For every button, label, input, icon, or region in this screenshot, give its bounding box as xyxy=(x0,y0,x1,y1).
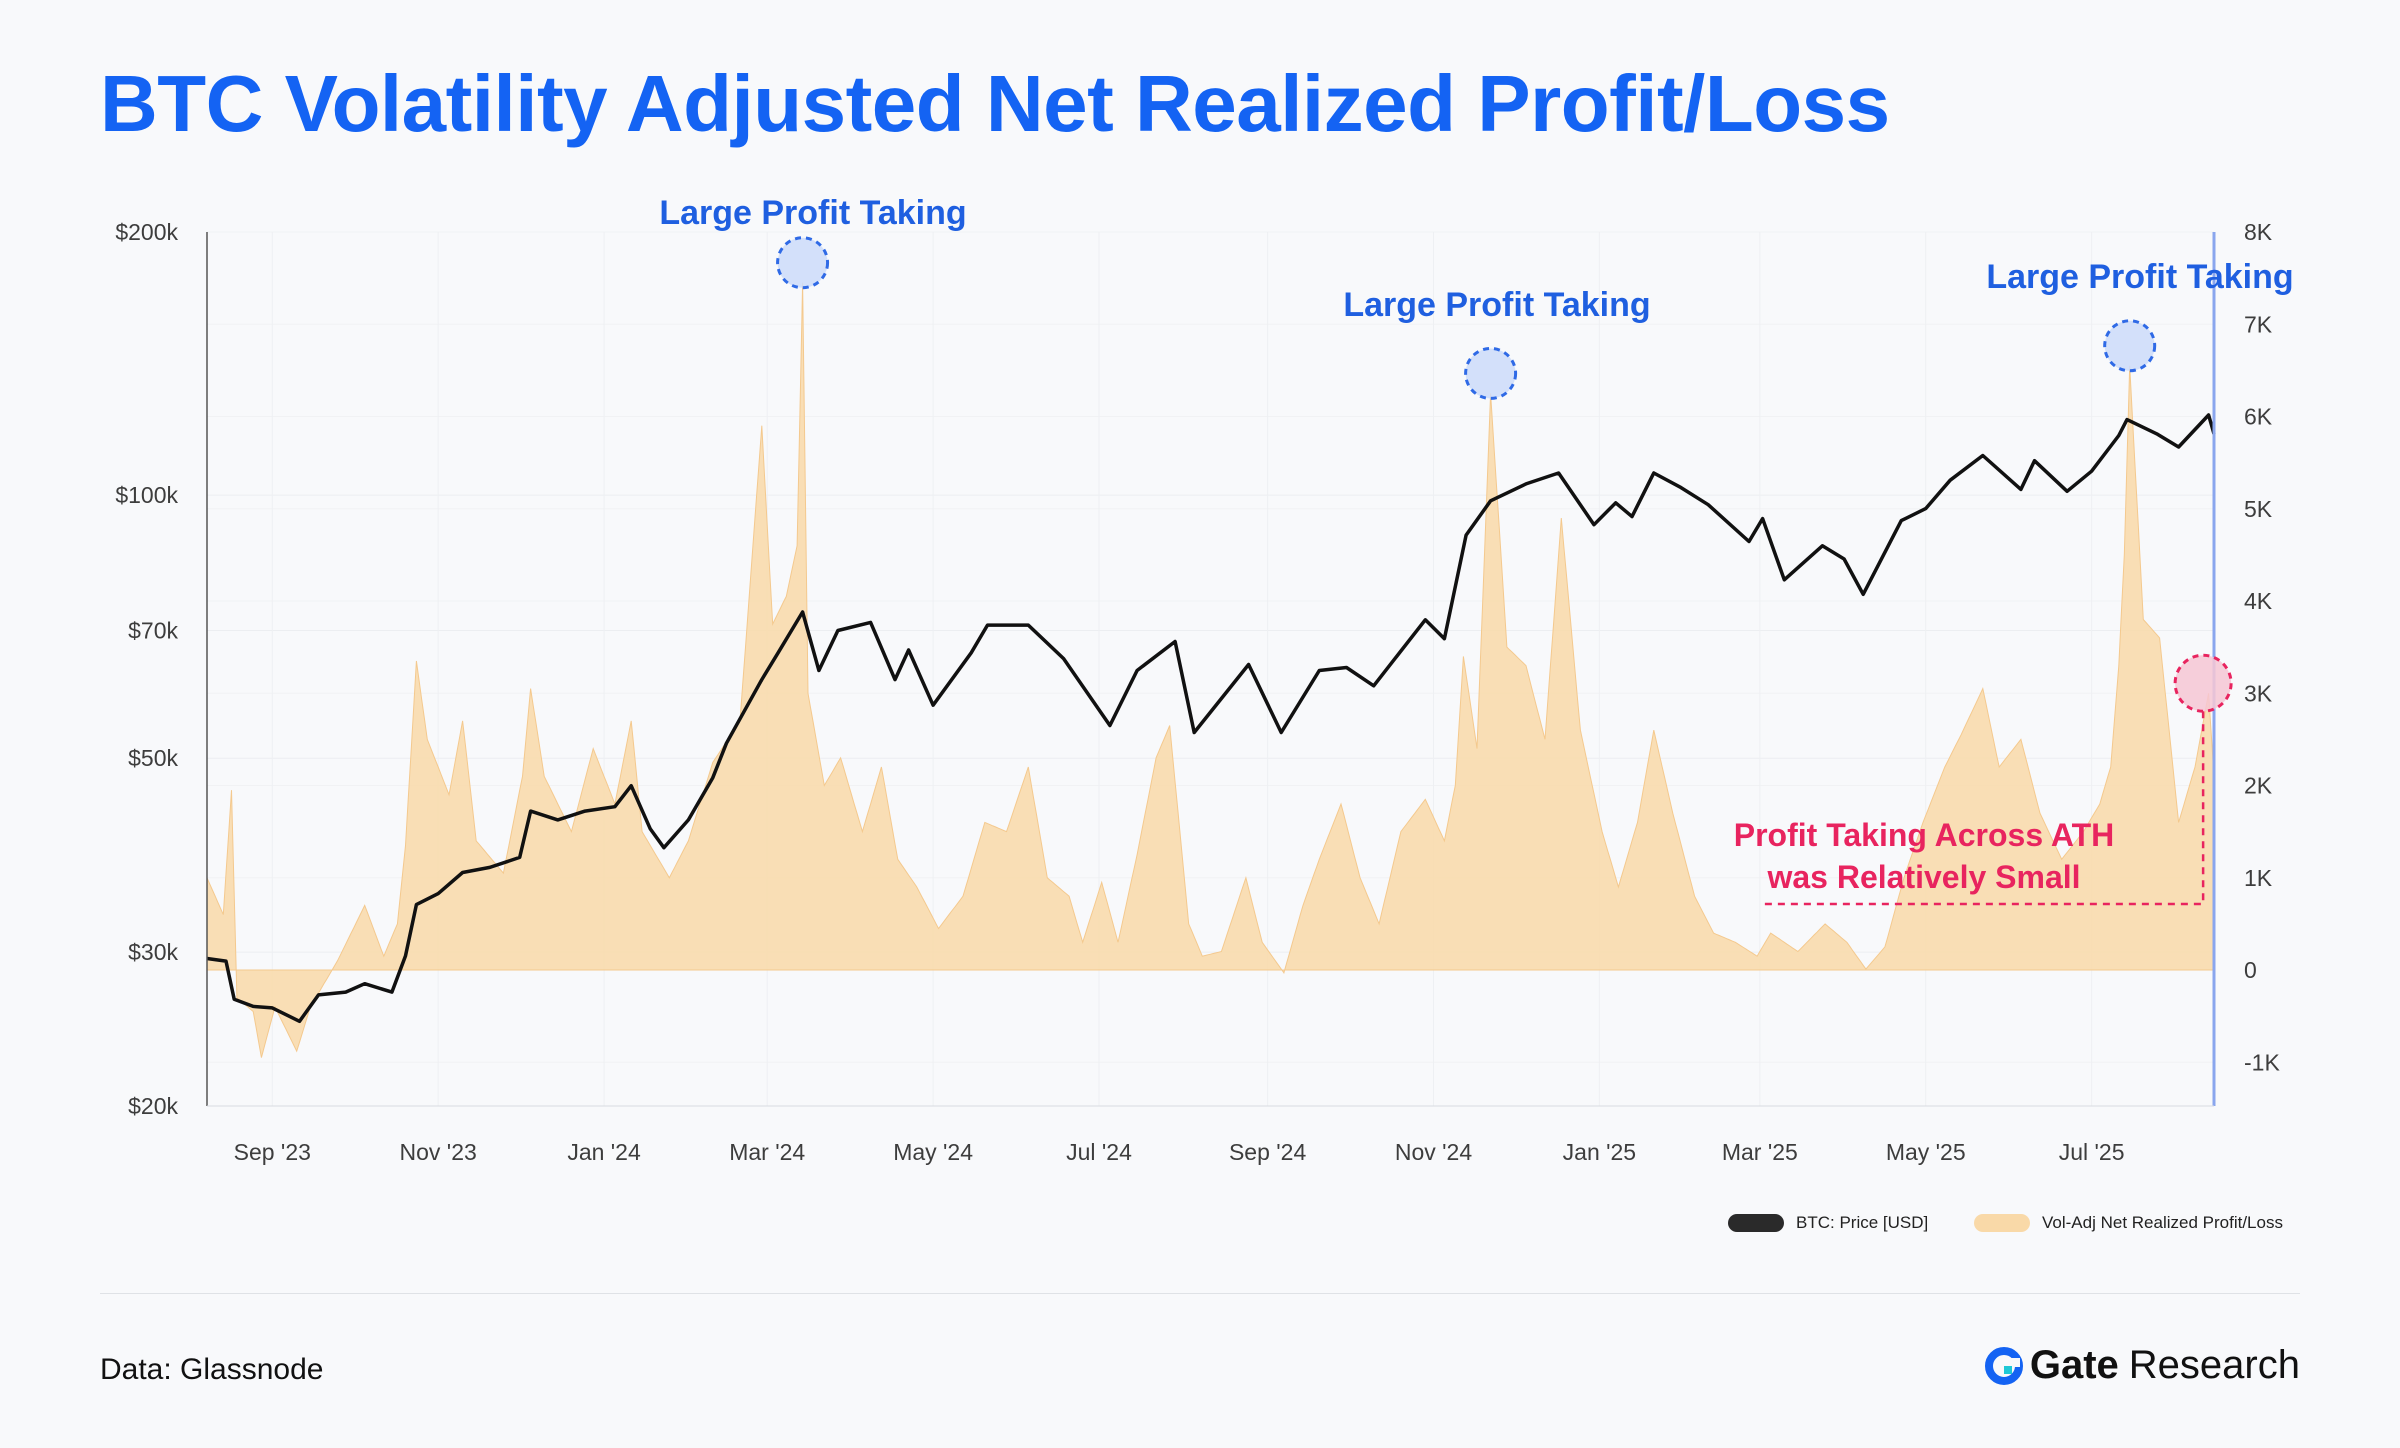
legend-pnl-swatch xyxy=(1974,1214,2030,1232)
brand-name: Gate xyxy=(2029,1343,2119,1387)
y-right-tick-label: 6K xyxy=(2244,404,2273,430)
x-tick-label: Mar '25 xyxy=(1722,1139,1798,1165)
y-right-tick-label: 5K xyxy=(2244,496,2273,522)
x-tick-label: Sep '24 xyxy=(1229,1139,1306,1165)
legend-pnl-label: Vol-Adj Net Realized Profit/Loss xyxy=(2042,1213,2283,1232)
y-left-tick-label: $70k xyxy=(128,617,178,643)
ath-label-line1: Profit Taking Across ATH xyxy=(1734,817,2114,853)
x-tick-label: Jul '24 xyxy=(1066,1139,1132,1165)
x-tick-label: May '24 xyxy=(893,1139,973,1165)
gate-logo-icon xyxy=(1984,1346,2023,1385)
profit-taking-marker xyxy=(776,236,830,290)
x-tick-label: Nov '24 xyxy=(1395,1139,1472,1165)
annotation-layer: Large Profit Taking Large Profit Taking La… xyxy=(659,194,2294,906)
profit-taking-label: Large Profit Taking xyxy=(659,194,966,232)
y-right-tick-label: 0 xyxy=(2244,957,2257,983)
x-tick-label: Nov '23 xyxy=(400,1139,477,1165)
grid-layer xyxy=(207,231,2214,1107)
footer-divider xyxy=(100,1293,2300,1294)
legend-price-swatch xyxy=(1728,1214,1784,1232)
y-left-tick-label: $30k xyxy=(128,939,178,965)
y-left-tick-label: $100k xyxy=(115,482,178,508)
ath-marker xyxy=(2173,653,2233,713)
brand-suffix: Research xyxy=(2128,1343,2300,1387)
brand-logo: Gate Research xyxy=(1984,1343,2300,1388)
x-tick-label: Jan '25 xyxy=(1563,1139,1636,1165)
x-tick-label: Mar '24 xyxy=(729,1139,805,1165)
y-left-tick-label: $200k xyxy=(115,219,178,245)
y-right-tick-label: 3K xyxy=(2244,680,2273,706)
x-tick-label: Sep '23 xyxy=(234,1139,311,1165)
data-source: Data: Glassnode xyxy=(100,1353,324,1386)
legend-pnl: Vol-Adj Net Realized Profit/Loss xyxy=(1974,1213,2283,1233)
pnl-area xyxy=(206,282,2215,1058)
legend-price-label: BTC: Price [USD] xyxy=(1796,1213,1929,1232)
y-right-tick-label: 7K xyxy=(2244,311,2273,337)
y-left-tick-label: $20k xyxy=(128,1093,178,1119)
axis-layer: $200k $100k $70k $50k $30k $20k 8K 7K 6K 5K 4K 3K 2K… xyxy=(115,219,2280,1165)
profit-taking-marker xyxy=(2103,319,2157,373)
profit-taking-marker xyxy=(1464,346,1518,400)
y-right-tick-label: 4K xyxy=(2244,588,2273,614)
x-tick-label: Jan '24 xyxy=(567,1139,641,1165)
pnl-area-layer xyxy=(206,282,2215,1058)
legend-price: BTC: Price [USD] xyxy=(1728,1213,1928,1233)
page-title: BTC Volatility Adjusted Net Realized Pro… xyxy=(100,59,1890,148)
price-line-layer xyxy=(206,413,2216,1024)
ath-label-line2: was Relatively Small xyxy=(1766,859,2080,895)
y-right-tick-label: 8K xyxy=(2244,219,2273,245)
y-right-tick-label: 1K xyxy=(2244,865,2273,891)
profit-taking-label: Large Profit Taking xyxy=(1986,258,2293,296)
y-left-tick-label: $50k xyxy=(128,745,178,771)
btc-price-line xyxy=(206,413,2216,1024)
x-tick-label: Jul '25 xyxy=(2059,1139,2125,1165)
y-right-tick-label: -1K xyxy=(2244,1049,2280,1075)
profit-taking-label: Large Profit Taking xyxy=(1343,286,1650,324)
y-right-tick-label: 2K xyxy=(2244,773,2273,799)
x-tick-label: May '25 xyxy=(1886,1139,1966,1165)
